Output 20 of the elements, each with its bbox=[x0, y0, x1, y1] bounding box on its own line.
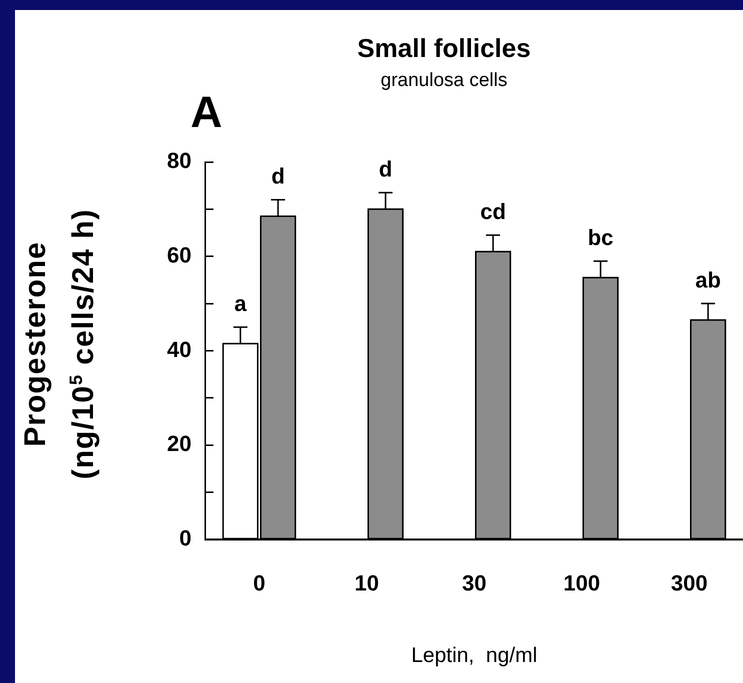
chart-title: Small follicles bbox=[357, 32, 531, 63]
annotation: cd bbox=[480, 199, 506, 224]
y-tick-label: 20 bbox=[166, 431, 192, 456]
x-tick-label: 30 bbox=[462, 570, 486, 596]
y-tick-label: 40 bbox=[166, 336, 192, 362]
y-tick-label: 80 bbox=[166, 148, 192, 174]
y-tick-label: 0 bbox=[179, 525, 192, 550]
annotation: bc bbox=[588, 225, 614, 250]
x-tick-label: 0 bbox=[253, 570, 266, 596]
chart-subtitle: granulosa cells bbox=[380, 70, 508, 91]
x-tick-label: 100 bbox=[563, 570, 600, 596]
y-tick-label: 60 bbox=[166, 242, 192, 268]
x-tick-label: 10 bbox=[354, 570, 379, 596]
x-tick-label: 300 bbox=[670, 570, 708, 596]
annotation: d bbox=[378, 156, 392, 182]
annotation: ab bbox=[695, 268, 721, 293]
annotation: a bbox=[234, 291, 248, 316]
annotation: d bbox=[271, 164, 285, 189]
x-axis-title: Leptin, ng/ml bbox=[411, 644, 538, 668]
text: A bbox=[190, 88, 222, 137]
